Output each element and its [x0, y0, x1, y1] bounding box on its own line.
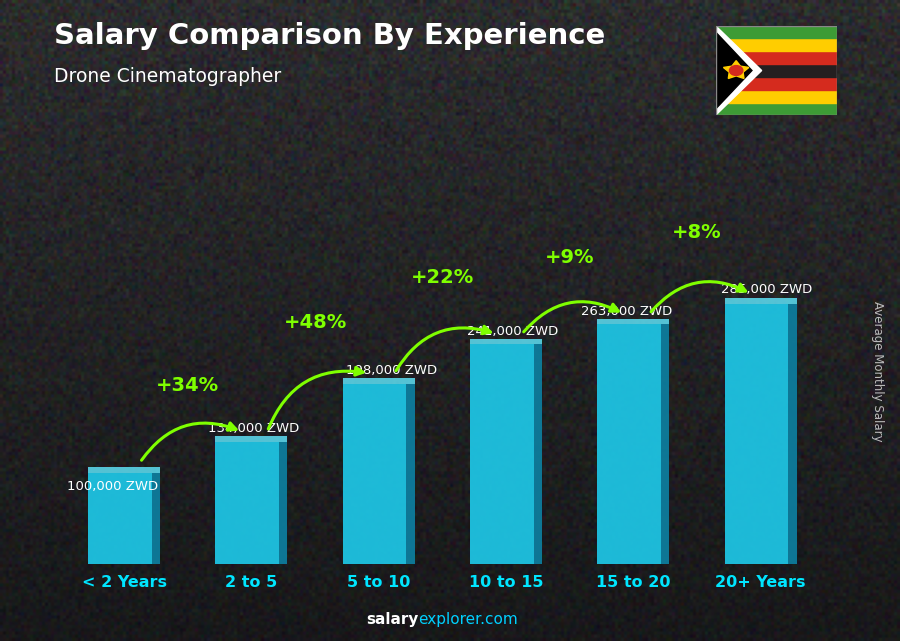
- Bar: [279, 442, 287, 564]
- Bar: [152, 473, 160, 564]
- Text: 285,000 ZWD: 285,000 ZWD: [722, 283, 813, 296]
- Text: +9%: +9%: [544, 248, 594, 267]
- Text: +48%: +48%: [284, 313, 346, 331]
- Bar: [343, 378, 415, 383]
- Text: +34%: +34%: [156, 376, 220, 395]
- Bar: [724, 304, 788, 564]
- Text: 263,000 ZWD: 263,000 ZWD: [581, 304, 672, 318]
- Text: 241,000 ZWD: 241,000 ZWD: [467, 325, 558, 338]
- Bar: [716, 51, 837, 64]
- Bar: [470, 344, 534, 564]
- Bar: [716, 103, 837, 115]
- Text: +22%: +22%: [410, 268, 474, 287]
- Circle shape: [730, 65, 742, 76]
- FancyArrowPatch shape: [524, 302, 618, 332]
- Bar: [88, 467, 160, 473]
- Bar: [407, 383, 415, 564]
- FancyArrowPatch shape: [396, 326, 490, 370]
- Bar: [716, 77, 837, 90]
- Bar: [88, 473, 152, 564]
- FancyArrowPatch shape: [141, 423, 236, 460]
- Text: Average Monthly Salary: Average Monthly Salary: [871, 301, 884, 442]
- Bar: [661, 324, 670, 564]
- Polygon shape: [716, 26, 761, 115]
- Bar: [716, 38, 837, 51]
- Bar: [724, 299, 796, 304]
- Text: 134,000 ZWD: 134,000 ZWD: [208, 422, 300, 435]
- Text: 198,000 ZWD: 198,000 ZWD: [346, 364, 437, 377]
- Bar: [343, 383, 407, 564]
- FancyArrowPatch shape: [651, 281, 745, 312]
- Bar: [716, 90, 837, 103]
- Text: +8%: +8%: [672, 223, 722, 242]
- Bar: [215, 436, 287, 442]
- Bar: [215, 442, 279, 564]
- FancyArrowPatch shape: [268, 367, 363, 429]
- Text: 100,000 ZWD: 100,000 ZWD: [67, 480, 158, 493]
- Bar: [716, 26, 837, 38]
- Text: explorer.com: explorer.com: [418, 612, 518, 627]
- Bar: [598, 319, 670, 324]
- Bar: [788, 304, 796, 564]
- Text: Drone Cinematographer: Drone Cinematographer: [54, 67, 281, 87]
- Bar: [716, 64, 837, 77]
- Bar: [534, 344, 542, 564]
- Text: salary: salary: [366, 612, 418, 627]
- Polygon shape: [716, 32, 752, 109]
- Text: Salary Comparison By Experience: Salary Comparison By Experience: [54, 22, 605, 51]
- Bar: [598, 324, 661, 564]
- Polygon shape: [724, 61, 749, 78]
- Bar: [470, 338, 542, 344]
